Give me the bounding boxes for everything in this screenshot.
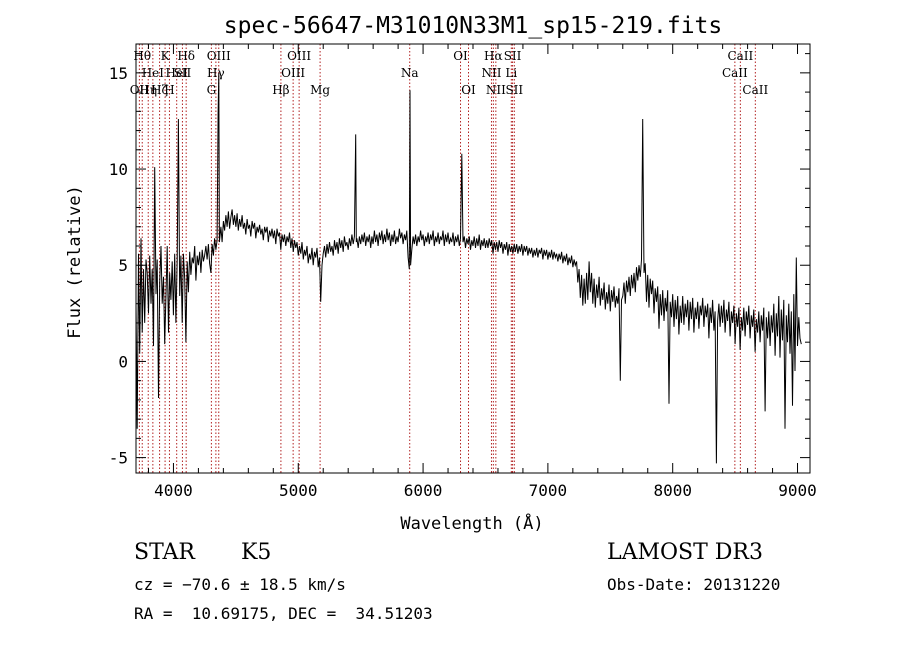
spectral-line-label: OIII [207, 49, 231, 63]
coordinates: RA = 10.69175, DEC = 34.51203 [134, 604, 433, 623]
plot-frame [135, 43, 811, 474]
spectral-line-label: OIII [287, 49, 311, 63]
chart-title: spec-56647-M31010N33M1_sp15-219.fits [224, 13, 723, 39]
spectral-line-label: G [207, 83, 217, 97]
spectral-line-label: SII [505, 83, 523, 97]
x-tick-label: 8000 [653, 481, 692, 500]
x-tick-label: 5000 [279, 481, 318, 500]
x-tick-label: 9000 [778, 481, 817, 500]
spectral-line-label: OI [461, 83, 476, 97]
y-axis-label: Flux (relative) [65, 185, 85, 339]
y-tick-label: 0 [118, 352, 128, 371]
y-tick-label: -5 [109, 449, 128, 468]
spectral-line-label: H [164, 83, 174, 97]
spectral-line-label: Hη [139, 83, 157, 97]
object-class: STAR [134, 540, 195, 565]
spectrum-plot: spec-56647-M31010N33M1_sp15-219.fits Hθ O… [65, 13, 817, 534]
spectral-line-label: Hθ [133, 49, 151, 63]
x-tick-label: 4000 [154, 481, 193, 500]
x-axis-label: Wavelength (Å) [400, 512, 543, 534]
spectral-line-label: Mg [310, 83, 330, 97]
spectral-line-label: OIII [281, 66, 305, 80]
spectral-line-markers [138, 44, 756, 473]
spectral-line-label: CaII [727, 49, 753, 63]
y-tick-label: 15 [109, 64, 128, 83]
spectral-line-label: NII [486, 83, 506, 97]
axis-ticks [136, 44, 810, 473]
spectral-line-label: SII [504, 49, 522, 63]
spectral-line-label: K [161, 49, 171, 63]
observation-date: Obs-Date: 20131220 [607, 575, 781, 594]
x-tick-labels: 4000 5000 6000 7000 8000 9000 [154, 481, 817, 500]
spectral-line-label: Hβ [272, 83, 289, 97]
spectral-line-label: Li [505, 66, 517, 80]
x-tick-label: 6000 [404, 481, 443, 500]
spectral-line-label: Hδ [177, 49, 195, 63]
object-subclass: K5 [241, 540, 272, 565]
y-tick-label: 10 [109, 160, 128, 179]
y-tick-labels: -5 0 5 10 15 [109, 64, 128, 468]
x-tick-label: 7000 [529, 481, 568, 500]
redshift-velocity: cz = −70.6 ± 18.5 km/s [134, 575, 346, 594]
spectral-line-label: Na [401, 66, 419, 80]
spectral-line-label: CaII [742, 83, 768, 97]
spectrum-line [135, 72, 802, 464]
spectral-line-label: HeI [142, 66, 165, 80]
spectral-line-label: SII [174, 66, 192, 80]
spectral-line-label: CaII [722, 66, 748, 80]
spectral-line-label: Hζ [151, 83, 168, 97]
y-tick-label: 5 [118, 256, 128, 275]
spectral-line-label: Hα [484, 49, 503, 63]
spectral-line-label: NII [481, 66, 501, 80]
spectral-line-label: HeI [166, 66, 189, 80]
spectral-line-label: OI [453, 49, 468, 63]
spectral-line-label: OII [130, 83, 150, 97]
spectral-line-label: Hγ [207, 66, 225, 80]
survey-name: LAMOST DR3 [607, 540, 763, 565]
spectral-line-labels: HθOIIHηHeIHζKHHeISIIHδGHγOIIIHβOIIIOIIIM… [130, 49, 769, 97]
